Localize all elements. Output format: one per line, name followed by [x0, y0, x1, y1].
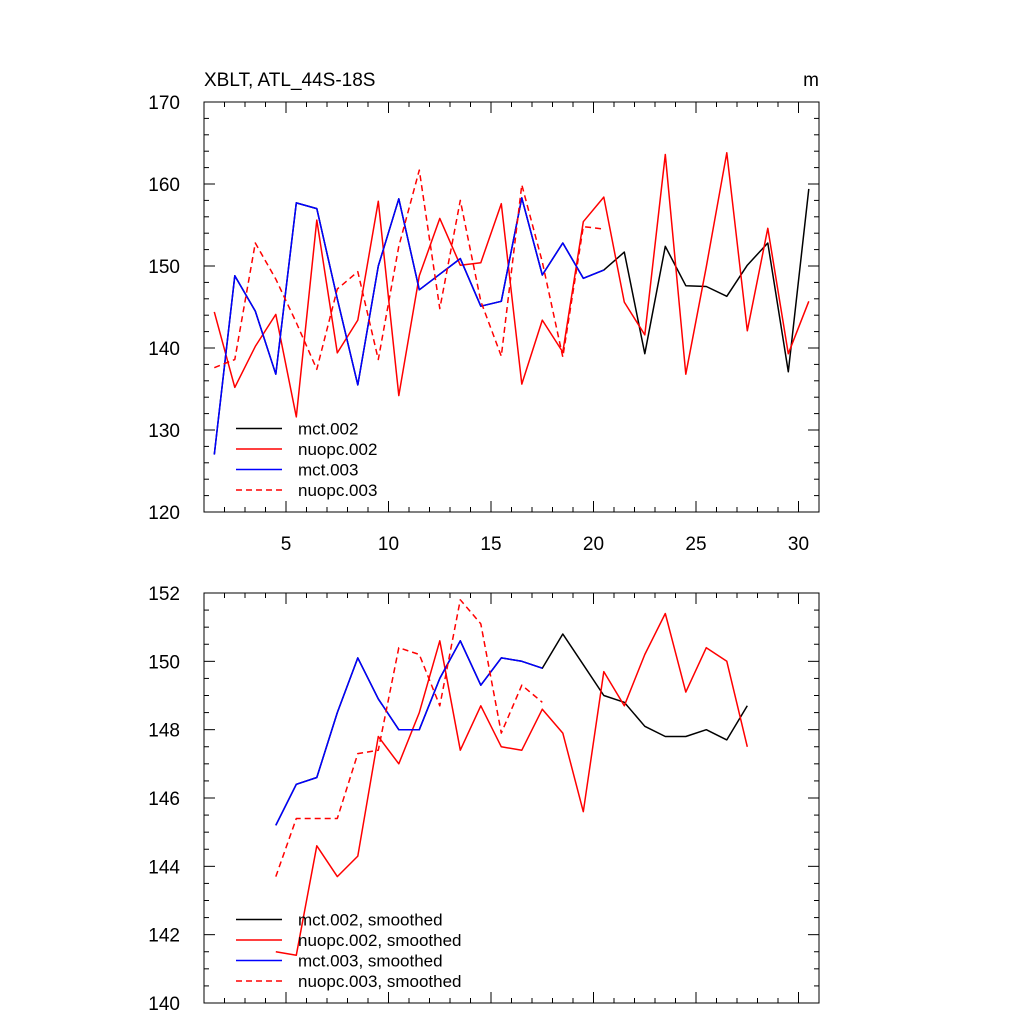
- plot-frame: [203, 101, 820, 513]
- y-tick-label: 152: [148, 584, 180, 605]
- y-tick-label: 140: [148, 994, 180, 1015]
- legend-label: nuopc.003, smoothed: [298, 972, 462, 991]
- x-tick-label: 30: [788, 534, 809, 555]
- y-tick-label: 120: [148, 503, 180, 524]
- legend-label: mct.002, smoothed: [298, 911, 443, 930]
- x-tick-label: 5: [281, 534, 292, 555]
- x-tick-label: 25: [685, 534, 706, 555]
- y-tick-label: 140: [148, 339, 180, 360]
- y-tick-label: 150: [148, 257, 180, 278]
- y-tick-label: 144: [148, 857, 180, 878]
- series-line: [275, 599, 543, 877]
- x-tick-label: 15: [480, 534, 501, 555]
- legend-label: mct.003: [298, 461, 358, 480]
- units-label: m: [803, 70, 819, 91]
- y-tick-label: 142: [148, 926, 180, 947]
- axis-ticks: 140 142 144 146 148 150 152: [148, 584, 820, 1015]
- legend-label: nuopc.003: [298, 481, 377, 500]
- legend-label: nuopc.002, smoothed: [298, 931, 462, 950]
- legend-label: mct.002: [298, 420, 358, 439]
- x-tick-label: 10: [378, 534, 399, 555]
- series-layer: [275, 599, 749, 956]
- series-layer: [213, 152, 810, 455]
- y-tick-label: 170: [148, 93, 180, 114]
- plot-frame: [203, 592, 820, 1004]
- x-tick-label: 20: [583, 534, 604, 555]
- series-line: [213, 197, 605, 455]
- axis-ticks: 5 10 15 20 25 30 120 130 140 150 160 170: [148, 93, 820, 555]
- y-tick-label: 130: [148, 421, 180, 442]
- legend-label: mct.003, smoothed: [298, 952, 443, 971]
- series-line: [213, 188, 810, 455]
- y-tick-label: 146: [148, 789, 180, 810]
- top-panel: XBLT, ATL_44S-18S m 5 10 15 20 25 30 120 130 140…: [148, 70, 820, 555]
- y-tick-label: 160: [148, 175, 180, 196]
- legend-label: nuopc.002: [298, 440, 377, 459]
- series-line: [275, 640, 543, 826]
- series-line: [275, 612, 749, 956]
- y-tick-label: 150: [148, 652, 180, 673]
- y-tick-label: 148: [148, 721, 180, 742]
- series-line: [275, 633, 748, 826]
- series-line: [213, 152, 810, 418]
- panel-title: XBLT, ATL_44S-18S: [204, 70, 375, 91]
- series-line: [214, 169, 604, 371]
